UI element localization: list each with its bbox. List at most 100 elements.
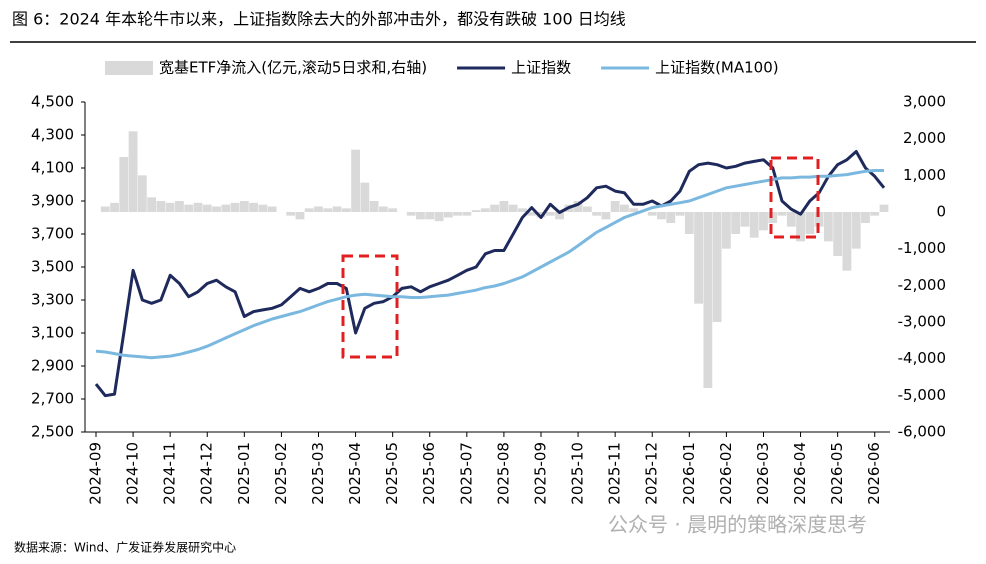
y-tick-label: 2,700 bbox=[31, 390, 74, 408]
bar bbox=[193, 202, 203, 212]
bar bbox=[184, 204, 194, 212]
y-tick-label: 3,700 bbox=[31, 225, 74, 243]
bar bbox=[156, 201, 166, 212]
x-tick-label: 2026-01 bbox=[680, 442, 698, 505]
line bbox=[94, 150, 886, 398]
bar bbox=[814, 212, 824, 227]
watermark: 公众号 · 晨明的策略深度思考 bbox=[608, 513, 867, 537]
y-tick-label: 3,500 bbox=[31, 258, 74, 276]
bar bbox=[647, 212, 657, 216]
x-tick-label: 2025-12 bbox=[643, 442, 661, 505]
bar bbox=[286, 212, 296, 216]
bar bbox=[249, 202, 259, 212]
bar bbox=[786, 212, 796, 227]
bar bbox=[175, 201, 184, 212]
bar bbox=[341, 208, 351, 212]
bar bbox=[740, 212, 750, 227]
x-tick-label: 2026-04 bbox=[791, 442, 809, 505]
bar bbox=[666, 212, 676, 223]
y2-tick-label: -2,000 bbox=[898, 276, 946, 294]
bar bbox=[443, 212, 453, 218]
bar bbox=[731, 212, 741, 234]
bar bbox=[555, 212, 564, 220]
bar bbox=[527, 212, 537, 216]
x-tick-label: 2024-11 bbox=[161, 442, 179, 505]
highlight-box bbox=[341, 254, 399, 359]
x-tick-label: 2025-02 bbox=[272, 442, 290, 505]
bar bbox=[378, 206, 388, 212]
y-tick-label: 3,300 bbox=[31, 291, 74, 309]
bar bbox=[128, 131, 138, 212]
y2-tick-label: 3,000 bbox=[903, 93, 946, 111]
bar bbox=[879, 204, 889, 212]
x-tick-label: 2025-07 bbox=[457, 442, 475, 505]
bar bbox=[332, 206, 342, 212]
bar bbox=[212, 206, 221, 212]
x-tick-label: 2025-10 bbox=[569, 442, 587, 505]
bar bbox=[833, 212, 843, 256]
bar bbox=[462, 212, 472, 216]
bar bbox=[304, 208, 314, 212]
bar bbox=[147, 197, 157, 212]
x-tick-label: 2025-05 bbox=[383, 442, 401, 505]
bar bbox=[239, 201, 249, 212]
y-tick-label: 3,900 bbox=[31, 192, 74, 210]
y-tick-label: 2,900 bbox=[31, 357, 74, 375]
x-tick-label: 2024-09 bbox=[87, 442, 105, 505]
bar bbox=[221, 204, 231, 212]
bar bbox=[768, 212, 778, 223]
bar bbox=[369, 201, 379, 212]
bar bbox=[137, 175, 147, 212]
bar bbox=[165, 202, 175, 212]
x-tick-label: 2025-03 bbox=[309, 442, 327, 505]
y-tick-label: 2,500 bbox=[31, 423, 74, 441]
y-tick-label: 4,500 bbox=[31, 93, 74, 111]
bar bbox=[416, 212, 425, 220]
bar bbox=[202, 204, 212, 212]
legend-label: 上证指数(MA100) bbox=[655, 59, 779, 77]
bar bbox=[388, 208, 398, 212]
x-tick-label: 2025-11 bbox=[606, 442, 624, 505]
x-tick-label: 2024-12 bbox=[198, 442, 216, 505]
bar bbox=[573, 201, 583, 212]
legend-label: 上证指数 bbox=[511, 59, 571, 77]
bar bbox=[119, 157, 129, 212]
highlight-box bbox=[769, 156, 820, 239]
bar bbox=[480, 208, 490, 212]
x-tick-label: 2025-06 bbox=[420, 442, 438, 505]
bar bbox=[508, 204, 518, 212]
y2-tick-label: -4,000 bbox=[898, 349, 946, 367]
bar bbox=[721, 212, 731, 249]
y2-tick-label: 0 bbox=[936, 203, 946, 221]
legend-label: 宽基ETF净流入(亿元,滚动5日求和,右轴) bbox=[159, 59, 427, 77]
bar bbox=[657, 212, 666, 220]
x-tick-label: 2026-06 bbox=[865, 442, 883, 505]
y2-tick-label: -5,000 bbox=[898, 386, 946, 404]
bar bbox=[406, 212, 416, 216]
bar bbox=[861, 212, 870, 223]
bar bbox=[267, 206, 277, 212]
bar bbox=[295, 212, 305, 220]
bar bbox=[490, 204, 500, 212]
bar bbox=[703, 212, 713, 388]
bar bbox=[796, 212, 805, 242]
bar bbox=[629, 208, 639, 212]
bar bbox=[518, 208, 527, 212]
bar bbox=[545, 212, 555, 216]
y-tick-label: 4,300 bbox=[31, 126, 74, 144]
bar bbox=[870, 212, 880, 216]
x-tick-label: 2025-04 bbox=[346, 442, 364, 505]
bar bbox=[360, 182, 370, 212]
bar bbox=[749, 212, 759, 238]
source-note: 数据来源：Wind、广发证券发展研究中心 bbox=[14, 540, 236, 555]
y-tick-label: 3,100 bbox=[31, 324, 74, 342]
bar bbox=[258, 204, 268, 212]
x-tick-label: 2026-03 bbox=[754, 442, 772, 505]
x-tick-label: 2024-10 bbox=[124, 442, 142, 505]
y2-tick-label: 2,000 bbox=[903, 129, 946, 147]
y2-tick-label: -6,000 bbox=[898, 423, 946, 441]
y2-tick-label: 1,000 bbox=[903, 166, 946, 184]
bar bbox=[842, 212, 852, 271]
chart-title: 图 6：2024 年本轮牛市以来，上证指数除去大的外部冲击外，都没有跌破 100… bbox=[12, 10, 626, 29]
